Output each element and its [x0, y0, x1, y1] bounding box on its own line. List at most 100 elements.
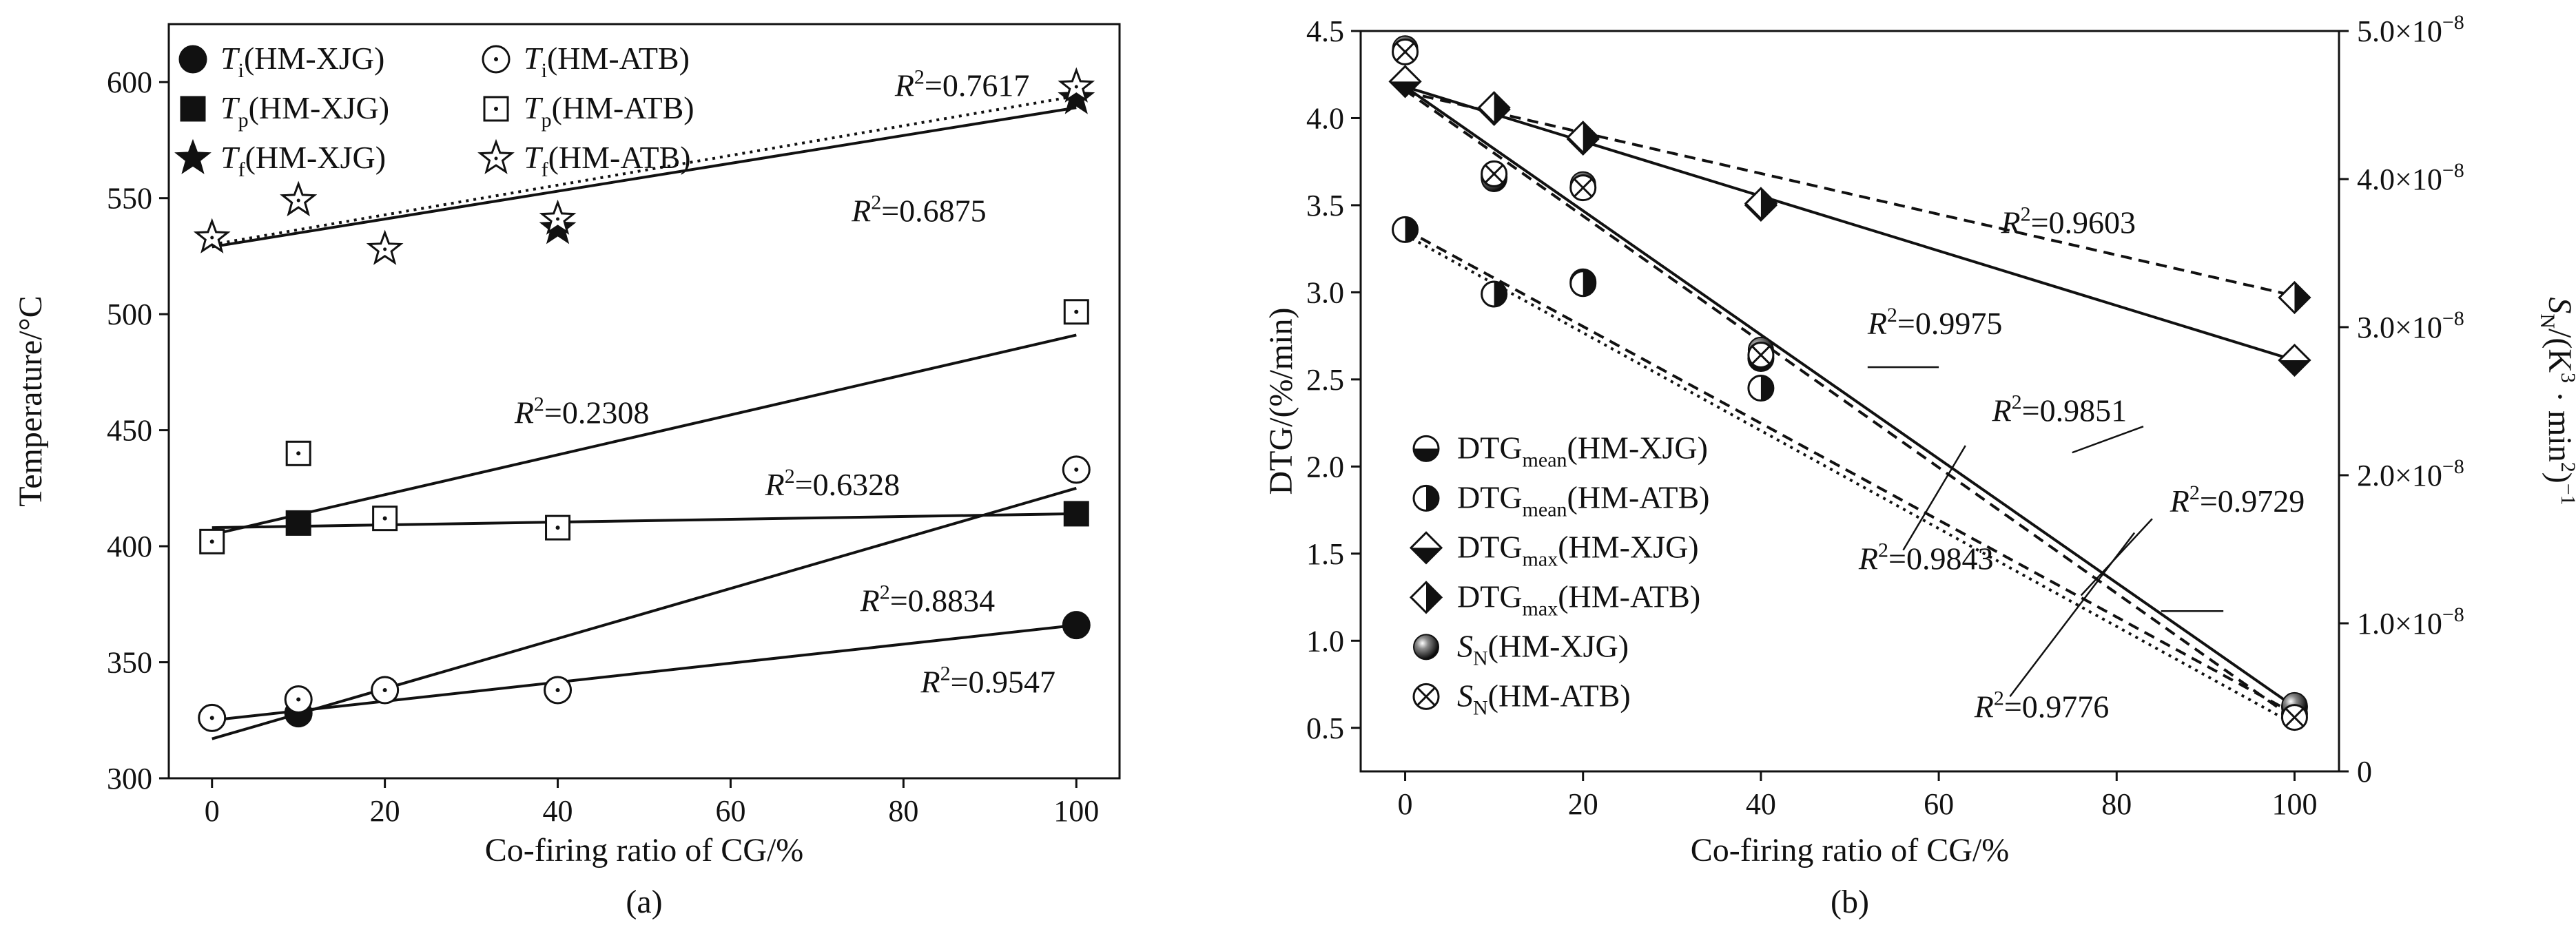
data-point-Tf(HM-ATB): [539, 199, 577, 235]
data-point-Ti(HM-ATB): [284, 685, 313, 714]
plot-frame-b: [1359, 30, 2340, 773]
x-tick-label-b: 80: [2101, 787, 2132, 821]
fit-line-Tf(HM-ATB): [212, 94, 1077, 247]
data-point-Tf(HM-ATB): [193, 218, 231, 253]
legend-marker-DTGmean(HM-ATB): [1412, 484, 1440, 512]
legend-marker-Tp(HM-ATB): [483, 96, 509, 122]
r2-annotation-a: R2=0.2308: [514, 393, 650, 430]
data-point-DTGmean(HM-ATB): [1747, 375, 1775, 402]
x-tick-label-a: 60: [715, 794, 745, 828]
data-point-SN(HM-ATB): [2280, 704, 2308, 731]
data-point-Tp(HM-ATB): [372, 506, 398, 532]
x-tick-label-a: 0: [205, 794, 220, 828]
fit-line-DTGmean(HM-XJG): [1404, 228, 2296, 716]
data-point-DTGmax(HM-ATB): [1477, 91, 1511, 125]
y-tick-label-a: 300: [107, 762, 152, 795]
y-tick-label-a: 400: [107, 530, 152, 563]
legend-marker-DTGmax(HM-ATB): [1409, 581, 1443, 614]
data-point-DTGmax(HM-XJG): [2278, 343, 2311, 377]
data-point-Tf(HM-ATB): [280, 180, 318, 216]
x-tick-label-b: 100: [2271, 787, 2317, 821]
x-tick-label-b: 20: [1568, 787, 1598, 821]
annotation-leader-b: [1902, 445, 1966, 551]
r2-annotation-a: R2=0.7617: [894, 65, 1030, 103]
r2-annotation-b: R2=0.9776: [1974, 687, 2110, 725]
legend-marker-Tf(HM-ATB): [477, 138, 515, 174]
legend-label-SN(HM-ATB): SN(HM-ATB): [1457, 678, 1631, 719]
legend-label-DTGmax(HM-ATB): DTGmax(HM-ATB): [1457, 579, 1700, 620]
x-axis-label-b: Co-firing ratio of CG/%: [1691, 832, 2010, 869]
legend-marker-Ti(HM-XJG): [178, 45, 207, 74]
fit-line-Tp(HM-ATB): [212, 333, 1077, 537]
legend-marker-Tf(HM-XJG): [174, 138, 212, 174]
x-tick-label-a: 40: [543, 794, 573, 828]
fit-line-Ti(HM-XJG): [212, 623, 1077, 722]
x-tick-label-a: 20: [370, 794, 400, 828]
y-tick-label-b: 0.5: [1306, 711, 1344, 745]
x-tick-label-b: 60: [1924, 787, 1954, 821]
data-point-DTGmax(HM-XJG): [1388, 65, 1422, 98]
data-point-DTGmax(HM-ATB): [2278, 280, 2311, 315]
data-point-Tp(HM-XJG): [1063, 501, 1089, 527]
x-tick-label-a: 80: [888, 794, 918, 828]
legend-marker-SN(HM-XJG): [1413, 634, 1439, 661]
x-tick-label-a: 100: [1053, 794, 1099, 828]
r2-annotation-a: R2=0.9547: [920, 662, 1055, 699]
data-point-Ti(HM-XJG): [1062, 611, 1091, 640]
data-point-DTGmean(HM-ATB): [1569, 270, 1597, 298]
panel-caption-b: (b): [1831, 884, 1869, 920]
data-point-Ti(HM-ATB): [544, 676, 573, 705]
fit-line-Tf(HM-XJG): [212, 106, 1077, 249]
legend-label-DTGmean(HM-ATB): DTGmean(HM-ATB): [1457, 479, 1710, 521]
y-tick-label-a: 550: [107, 182, 152, 216]
y2-tick-label-b: 0: [2357, 755, 2372, 789]
data-point-SN(HM-ATB): [1392, 38, 1419, 65]
panel-caption-a: (a): [626, 884, 662, 920]
y2-tick-label-b: 1.0×10−8: [2357, 603, 2464, 641]
legend-label-Tf(HM-ATB): Tf(HM-ATB): [524, 140, 691, 181]
r2-annotation-b: R2=0.9843: [1858, 539, 1994, 576]
r2-annotation-b: R2=0.9975: [1867, 304, 2003, 341]
data-point-SN(HM-ATB): [1569, 174, 1597, 202]
legend-label-DTGmax(HM-XJG): DTGmax(HM-XJG): [1457, 529, 1699, 570]
x-tick-label-b: 40: [1746, 787, 1776, 821]
y-tick-label-b: 4.0: [1306, 101, 1344, 135]
data-point-SN(HM-ATB): [1481, 160, 1508, 187]
legend-label-Tp(HM-XJG): Tp(HM-XJG): [220, 90, 389, 132]
y2-tick-label-b: 5.0×10−8: [2357, 11, 2464, 48]
y2-tick-label-b: 4.0×10−8: [2357, 159, 2464, 196]
r2-annotation-a: R2=0.6328: [765, 465, 900, 502]
legend-label-DTGmean(HM-XJG): DTGmean(HM-XJG): [1457, 430, 1708, 471]
r2-annotation-b: R2=0.9851: [1992, 391, 2127, 428]
data-point-Tp(HM-ATB): [1063, 299, 1089, 325]
legend-label-SN(HM-XJG): SN(HM-XJG): [1457, 628, 1629, 669]
y-tick-label-b: 3.0: [1306, 275, 1344, 309]
data-point-Tp(HM-XJG): [285, 510, 311, 536]
y-tick-label-b: 2.0: [1306, 450, 1344, 483]
fit-line-DTGmax(HM-XJG): [1404, 85, 2296, 362]
annotation-leader-b: [2072, 426, 2144, 454]
data-point-Ti(HM-ATB): [1062, 455, 1091, 484]
legend-label-Tp(HM-ATB): Tp(HM-ATB): [524, 90, 694, 132]
r2-annotation-b: R2=0.9729: [2170, 481, 2305, 519]
chart-panel-b: 0 20 40 60 80 100 0.5 1.0 1.5 2.0 2.5 3.0 3.5 4.0 4.5 0…: [1263, 11, 2576, 920]
fit-line-Ti(HM-ATB): [212, 486, 1077, 740]
y2-tick-label-b: 3.0×10−8: [2357, 307, 2464, 344]
fit-line-Tp(HM-XJG): [212, 512, 1077, 530]
y2-tick-label-b: 2.0×10−8: [2357, 455, 2464, 492]
x-tick-label-b: 0: [1398, 787, 1413, 821]
data-point-Tp(HM-ATB): [199, 528, 225, 554]
legend-marker-DTGmax(HM-XJG): [1409, 531, 1443, 565]
data-point-Tf(HM-ATB): [1058, 67, 1095, 103]
legend-label-Tf(HM-XJG): Tf(HM-XJG): [220, 140, 386, 181]
legend-label-Ti(HM-ATB): Ti(HM-ATB): [524, 41, 690, 82]
r2-annotation-a: R2=0.6875: [851, 191, 987, 228]
legend-marker-DTGmean(HM-XJG): [1412, 435, 1440, 462]
y-tick-label-b: 4.5: [1306, 14, 1344, 48]
y-tick-label-a: 450: [107, 414, 152, 448]
data-point-DTGmean(HM-ATB): [1392, 216, 1419, 243]
data-point-Tp(HM-ATB): [545, 514, 571, 541]
y-tick-label-a: 500: [107, 298, 152, 331]
data-point-DTGmax(HM-ATB): [1566, 121, 1600, 154]
y-tick-label-a: 350: [107, 646, 152, 680]
